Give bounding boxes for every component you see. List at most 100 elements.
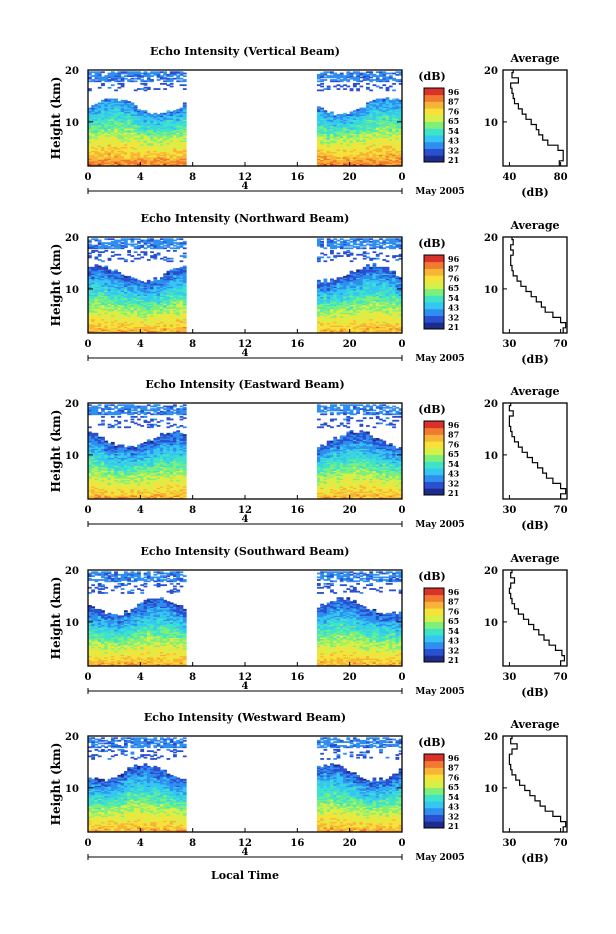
heatmap-cell bbox=[356, 109, 360, 111]
heatmap-cell bbox=[101, 76, 105, 78]
colorbar-segment bbox=[424, 115, 444, 122]
heatmap-cell bbox=[376, 86, 380, 88]
heatmap-cell bbox=[346, 71, 350, 73]
heatmap-cell bbox=[134, 80, 138, 82]
heatmap-cell bbox=[173, 247, 177, 249]
heatmap-cell bbox=[117, 240, 121, 242]
heatmap-cell bbox=[333, 241, 337, 243]
heatmap-cell bbox=[95, 238, 99, 240]
heatmap-cell bbox=[134, 279, 138, 281]
heatmap-cell bbox=[343, 75, 347, 77]
heatmap-cell bbox=[140, 281, 144, 283]
heatmap-cell bbox=[167, 110, 171, 112]
heatmap-cell bbox=[330, 240, 334, 242]
heatmap-cell bbox=[327, 238, 331, 240]
colorbar-segment bbox=[424, 88, 444, 95]
heatmap-cell bbox=[327, 86, 331, 88]
heatmap-cell bbox=[324, 247, 328, 249]
heatmap-cell bbox=[150, 79, 154, 81]
heatmap-cell bbox=[353, 71, 357, 73]
heatmap-cell bbox=[320, 73, 324, 75]
heatmap-cell bbox=[359, 108, 363, 110]
heatmap-cell bbox=[160, 113, 164, 115]
heatmap-cell bbox=[324, 71, 328, 73]
heatmap-cell bbox=[121, 76, 125, 78]
heatmap-cell bbox=[386, 76, 390, 78]
heatmap-cell bbox=[317, 256, 321, 258]
heatmap-cell bbox=[111, 271, 115, 273]
heatmap-cell bbox=[140, 240, 144, 242]
heatmap-cells bbox=[88, 238, 403, 333]
heatmap-cell bbox=[173, 268, 177, 270]
heatmap-cell bbox=[124, 71, 128, 73]
heatmap-cell bbox=[356, 83, 360, 85]
x-tick-label: 8 bbox=[189, 172, 196, 183]
heatmap-cell bbox=[111, 99, 115, 101]
heatmap-cell bbox=[173, 71, 177, 73]
heatmap-cell bbox=[173, 250, 177, 252]
heatmap-cell bbox=[180, 78, 184, 80]
heatmap-cell bbox=[382, 71, 386, 73]
heatmap-cell bbox=[101, 267, 105, 269]
heatmap-cell bbox=[180, 80, 184, 82]
heatmap-cell bbox=[163, 273, 167, 275]
heatmap-cell bbox=[147, 245, 151, 247]
colorbar-tick-label: 21 bbox=[448, 155, 459, 165]
heatmap-cell bbox=[111, 238, 115, 240]
heatmap-cell bbox=[183, 84, 187, 86]
heatmap-cell bbox=[395, 74, 399, 76]
heatmap-cell bbox=[317, 84, 321, 86]
heatmap-cell bbox=[180, 260, 184, 262]
colorbar-segment bbox=[424, 108, 444, 115]
heatmap-cell bbox=[379, 99, 383, 101]
heatmap-cell bbox=[356, 88, 360, 90]
heatmap-cell bbox=[160, 83, 164, 85]
heatmap-cell bbox=[376, 99, 380, 101]
heatmap-cell bbox=[373, 84, 377, 86]
heatmap-cell bbox=[137, 245, 141, 247]
heatmap-cell bbox=[137, 238, 141, 240]
heatmap-cell bbox=[376, 71, 380, 73]
heatmap-cell bbox=[137, 71, 141, 73]
day-marker-label: 4 bbox=[242, 181, 249, 192]
heatmap-cell bbox=[333, 115, 337, 117]
heatmap-cell bbox=[124, 78, 128, 80]
heatmap-cell bbox=[127, 238, 131, 240]
heatmap-cell bbox=[176, 80, 180, 82]
heatmap-cell bbox=[111, 255, 115, 257]
average-x-tick-label: 40 bbox=[502, 172, 516, 183]
heatmap-cell bbox=[167, 74, 171, 76]
heatmap-cell bbox=[104, 238, 108, 240]
x-tick-label: 0 bbox=[399, 172, 406, 183]
heatmap-cell bbox=[176, 238, 180, 240]
heatmap-cell bbox=[131, 255, 135, 257]
heatmap-cell bbox=[114, 89, 118, 91]
heatmap-cell bbox=[317, 280, 321, 282]
heatmap-cell bbox=[167, 260, 171, 262]
heatmap-cell bbox=[150, 71, 154, 73]
heatmap-cell bbox=[160, 246, 164, 248]
heatmap-cell bbox=[373, 74, 377, 76]
x-tick-label: 4 bbox=[137, 172, 144, 183]
heatmap-cell bbox=[163, 259, 167, 261]
heatmap-cell bbox=[163, 256, 167, 258]
heatmap-cell bbox=[320, 241, 324, 243]
heatmap-cell bbox=[131, 243, 135, 245]
colorbar-segment bbox=[424, 101, 444, 108]
heatmap-cell bbox=[327, 113, 331, 115]
heatmap-cell bbox=[150, 243, 154, 245]
heatmap-cell bbox=[163, 88, 167, 90]
heatmap-cell bbox=[127, 243, 131, 245]
heatmap-cell bbox=[379, 87, 383, 89]
heatmap-cell bbox=[134, 238, 138, 240]
heatmap-cell bbox=[170, 83, 174, 85]
y-axis-label: Height (km) bbox=[49, 77, 63, 160]
heatmap-cell bbox=[95, 264, 99, 266]
heatmap-cell bbox=[95, 256, 99, 258]
heatmap-cell bbox=[140, 251, 144, 253]
colorbar-segment bbox=[424, 95, 444, 102]
heatmap-cell bbox=[173, 78, 177, 80]
heatmap-cell bbox=[117, 71, 121, 73]
date-label: May 2005 bbox=[415, 187, 464, 197]
heatmap-cell bbox=[147, 238, 151, 240]
